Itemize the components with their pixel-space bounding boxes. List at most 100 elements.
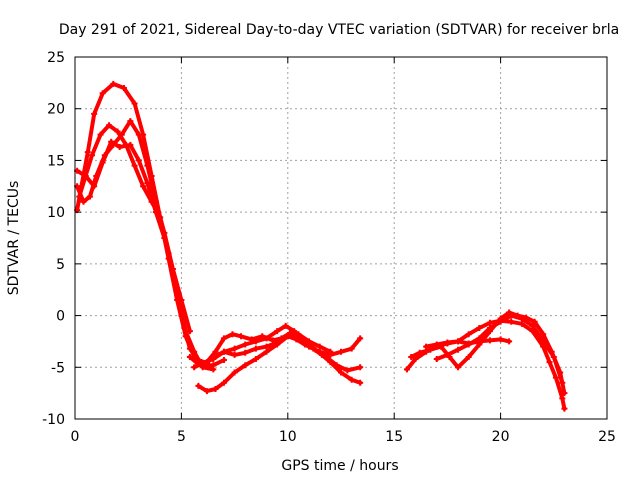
data-point — [135, 157, 142, 164]
data-point — [444, 351, 451, 358]
data-point — [110, 141, 117, 148]
x-tick-label: 5 — [177, 429, 186, 445]
data-point — [306, 343, 313, 350]
data-point — [248, 336, 255, 343]
data-point — [259, 333, 266, 340]
data-point — [357, 335, 364, 342]
x-tick-label: 10 — [279, 429, 297, 445]
data-point — [295, 331, 302, 338]
y-tick-label: 15 — [47, 153, 65, 169]
data-point — [316, 348, 323, 355]
data-point — [476, 324, 483, 331]
data-point — [97, 131, 104, 138]
data-point — [131, 162, 138, 169]
data-point — [433, 356, 440, 363]
data-point — [252, 356, 259, 363]
data-point — [252, 345, 259, 352]
data-point — [210, 353, 217, 360]
data-point — [80, 198, 87, 205]
data-point — [416, 349, 423, 356]
data-point — [546, 359, 553, 366]
data-point — [127, 141, 134, 148]
data-point — [178, 297, 185, 304]
data-point — [195, 361, 202, 368]
data-point — [106, 122, 113, 129]
data-point — [284, 333, 291, 340]
data-point — [506, 309, 513, 316]
y-tick-label: -10 — [42, 412, 65, 428]
data-point — [89, 152, 96, 159]
data-point — [561, 390, 568, 397]
data-point — [178, 312, 185, 319]
data-point — [348, 376, 355, 383]
data-point — [220, 335, 227, 342]
data-point — [316, 343, 323, 350]
data-point — [118, 131, 125, 138]
data-point — [408, 353, 415, 360]
data-point — [86, 193, 93, 200]
data-point — [116, 143, 123, 150]
data-point — [144, 162, 151, 169]
data-point — [220, 357, 227, 364]
data-point — [161, 229, 168, 236]
data-point — [140, 183, 147, 190]
data-point — [191, 364, 198, 371]
y-tick-label: 20 — [47, 102, 65, 118]
data-point — [486, 337, 493, 344]
data-point — [231, 351, 238, 358]
data-point — [110, 80, 117, 87]
y-axis-label: SDTVAR / TECUs — [6, 181, 22, 296]
data-point — [203, 388, 210, 395]
data-point — [476, 335, 483, 342]
data-point — [274, 339, 281, 346]
data-point — [486, 319, 493, 326]
data-point — [91, 110, 98, 117]
data-point — [529, 322, 536, 329]
data-point — [99, 90, 106, 97]
y-tick-label: 5 — [56, 257, 65, 273]
data-point — [540, 338, 547, 345]
data-point — [508, 318, 515, 325]
x-tick-label: 20 — [492, 429, 510, 445]
data-point — [127, 118, 134, 125]
data-point — [231, 369, 238, 376]
data-point — [465, 331, 472, 338]
data-point — [237, 333, 244, 340]
data-point — [82, 172, 89, 179]
data-point — [108, 138, 115, 145]
data-point — [120, 85, 127, 92]
x-axis-label: GPS time / hours — [281, 458, 398, 474]
data-series — [74, 80, 568, 412]
data-point — [508, 312, 515, 319]
data-point — [540, 331, 547, 338]
data-point — [169, 266, 176, 273]
y-tick-label: 0 — [56, 309, 65, 325]
data-point — [282, 322, 289, 329]
data-point — [518, 315, 525, 322]
data-point — [403, 366, 410, 373]
data-point — [242, 362, 249, 369]
data-point — [186, 353, 193, 360]
y-tick-label: 25 — [47, 50, 65, 66]
x-tick-label: 25 — [598, 429, 616, 445]
data-point — [455, 338, 462, 345]
data-point — [338, 369, 344, 376]
data-point — [344, 367, 351, 374]
data-point — [455, 364, 462, 371]
data-point — [531, 318, 538, 325]
data-point — [455, 346, 462, 353]
data-point — [274, 328, 281, 335]
x-tick-label: 0 — [71, 429, 80, 445]
data-point — [135, 131, 142, 138]
data-point — [263, 343, 270, 350]
data-point — [144, 180, 151, 187]
data-point — [497, 318, 504, 325]
y-tick-label: 10 — [47, 205, 65, 221]
data-point — [195, 382, 202, 389]
data-point — [131, 100, 138, 107]
data-point — [306, 338, 313, 345]
data-point — [242, 341, 249, 348]
data-point — [333, 362, 340, 369]
data-point — [84, 149, 91, 156]
